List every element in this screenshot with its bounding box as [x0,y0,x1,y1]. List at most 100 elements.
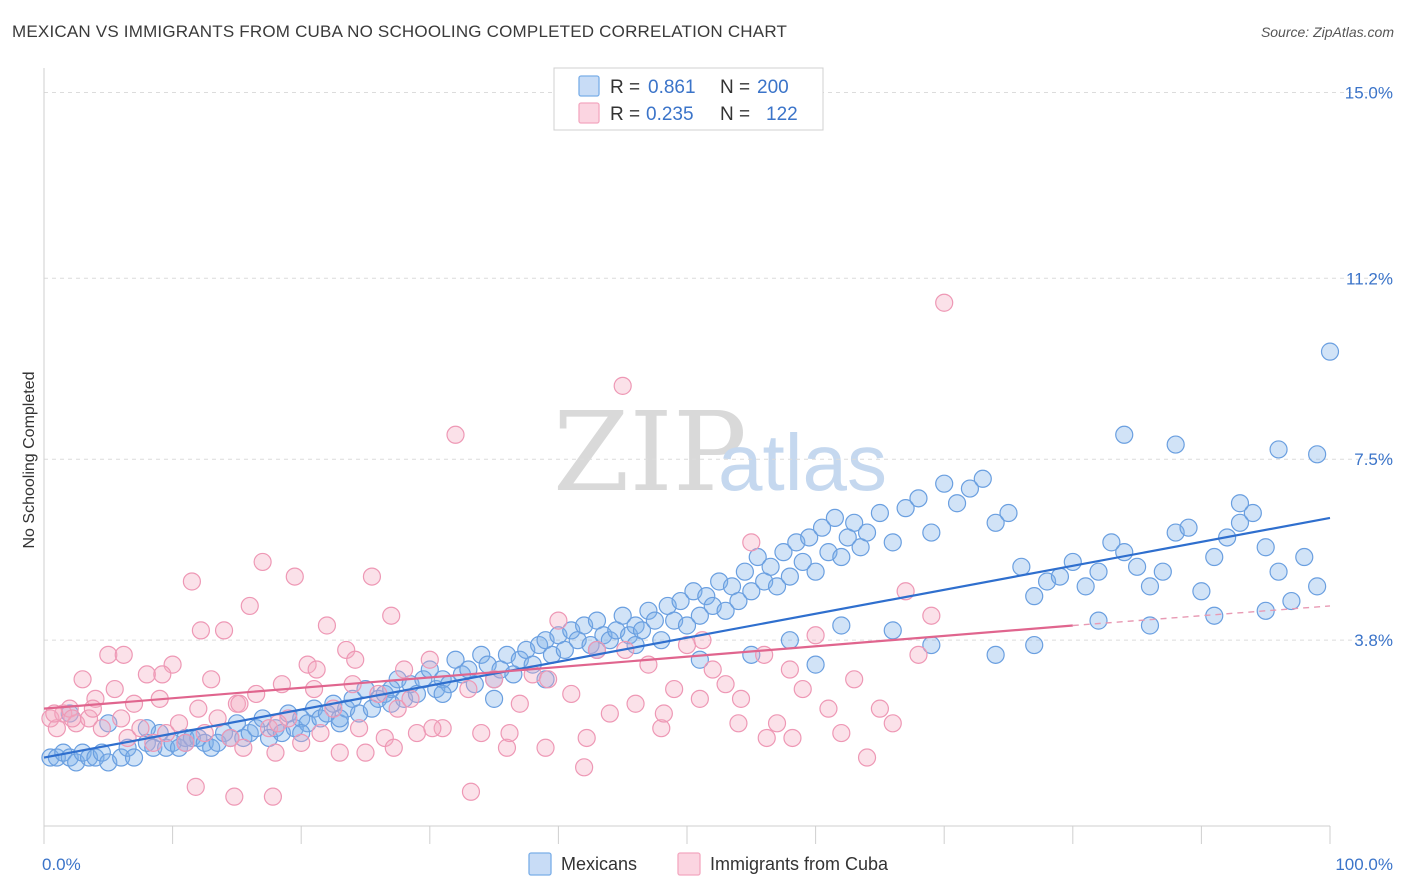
data-point-cuba [420,650,439,669]
data-point-mexicans [761,557,780,576]
data-point-cuba [73,670,92,689]
trendline-cuba [43,624,1073,710]
data-point-cuba [307,660,326,679]
data-point-mexicans [1192,582,1211,601]
data-point-mexicans [825,508,844,528]
data-point-mexicans [1256,538,1275,557]
data-point-mexicans [1282,591,1301,611]
chart-title: MEXICAN VS IMMIGRANTS FROM CUBA NO SCHOO… [12,22,788,41]
data-point-cuba [382,606,401,625]
data-point-mexicans [600,631,619,650]
gridlines [44,91,1393,641]
data-point-cuba [407,723,427,743]
data-point-cuba [909,645,928,664]
data-point-cuba [793,679,812,699]
data-point-mexicans [1115,425,1134,444]
data-point-mexicans [485,689,504,708]
data-point-mexicans [645,611,664,630]
data-point-cuba [935,293,954,312]
data-point-mexicans [433,684,452,704]
trendline-mexicans [43,516,1331,759]
data-point-cuba [124,694,144,713]
data-point-cuba [459,679,478,699]
data-point-cuba [716,675,735,694]
data-point-cuba [137,665,156,684]
y-tick-label: 11.2% [1346,269,1393,288]
data-point-cuba [45,704,64,723]
data-point-cuba [600,704,619,723]
data-point-cuba [845,670,864,689]
data-point-cuba [247,684,266,704]
bottom-legend-label-mexicans: Mexicans [561,854,637,874]
bottom-legend-swatch-cuba [677,852,701,876]
data-point-mexicans [832,547,851,567]
x-tick-label-max: 100.0% [1335,855,1393,874]
data-point-mexicans [671,591,690,611]
series-cuba [41,293,954,806]
data-point-mexicans [1269,562,1288,581]
data-point-mexicans [1050,567,1070,586]
data-point-cuba [202,670,221,689]
data-point-mexicans [806,655,825,674]
legend-r-label: R = [610,77,640,98]
data-point-cuba [311,723,330,743]
data-point-cuba [433,719,452,738]
data-point-cuba [626,694,645,713]
data-point-cuba [114,645,133,664]
data-point-mexicans [1140,577,1160,596]
data-point-mexicans [1269,440,1288,459]
data-point-mexicans [1230,513,1250,532]
data-point-mexicans [292,723,311,743]
data-point-cuba [182,572,201,591]
legend-n-label: N = [720,77,750,98]
data-point-cuba [384,738,403,757]
data-point-mexicans [857,523,877,542]
data-point-cuba [497,738,517,757]
data-point-mexicans [793,552,812,572]
data-point-cuba [577,728,596,748]
bottom-legend-label-cuba: Immigrants from Cuba [710,854,889,874]
data-point-mexicans [1230,494,1250,513]
data-point-cuba [539,670,558,689]
data-point-cuba [186,777,205,796]
data-point-cuba [654,704,673,723]
data-point-mexicans [639,601,658,620]
data-point-mexicans [1089,611,1108,630]
data-point-mexicans [677,616,697,635]
watermark-atlas: atlas [718,418,887,507]
data-point-cuba [729,714,748,733]
data-point-cuba [153,665,172,684]
data-point-cuba [266,743,285,762]
data-point-mexicans [742,582,761,601]
data-point-mexicans [690,606,709,625]
watermark-zip: ZIP [553,388,747,516]
data-point-cuba [870,699,890,718]
data-point-cuba [472,723,491,743]
data-point-cuba [92,719,111,738]
data-point-mexicans [883,621,902,640]
data-point-cuba [240,596,259,616]
data-point-cuba [131,719,150,738]
data-point-cuba [500,723,519,743]
data-point-mexicans [845,513,864,532]
data-point-cuba [330,743,349,762]
data-point-cuba [446,425,465,444]
data-point-cuba [652,719,671,738]
data-point-mexicans [1025,587,1044,606]
data-point-cuba [298,655,317,674]
data-point-cuba [690,689,709,708]
data-point-mexicans [716,601,735,620]
data-point-mexicans [973,469,992,488]
data-point-mexicans [896,499,915,518]
data-point-mexicans [555,640,574,660]
data-point-mexicans [247,719,266,738]
legend-n-label: N = [720,104,750,125]
data-point-mexicans [780,631,799,650]
data-point-cuba [613,376,632,395]
x-ticks [43,826,1331,844]
data-point-cuba [285,567,304,586]
data-point-cuba [189,699,208,718]
data-point-mexicans [60,704,79,723]
data-point-cuba [362,567,382,586]
data-point-cuba [349,719,369,738]
